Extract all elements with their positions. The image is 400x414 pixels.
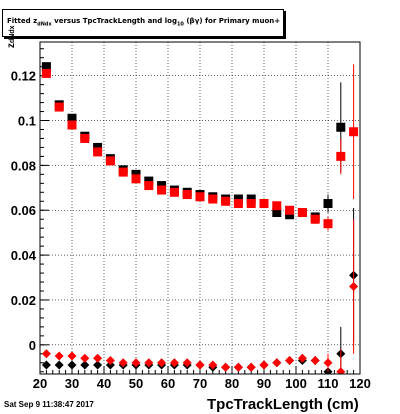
square-marker xyxy=(118,167,128,177)
square-marker xyxy=(80,133,90,143)
diamond-marker xyxy=(310,356,320,366)
square-marker xyxy=(259,199,269,209)
diamond-marker xyxy=(169,358,179,368)
diamond-marker xyxy=(80,360,90,370)
diamond-marker xyxy=(259,360,269,370)
title-z: z xyxy=(33,17,38,25)
diamond-marker xyxy=(131,358,141,368)
x-tick-label: 40 xyxy=(97,376,111,391)
diamond-marker xyxy=(233,362,243,372)
square-marker xyxy=(323,199,333,209)
square-marker xyxy=(144,181,154,191)
x-tick-label: 100 xyxy=(285,376,307,391)
diamond-marker xyxy=(182,358,192,368)
square-marker xyxy=(131,174,141,184)
square-marker xyxy=(195,192,205,202)
diamond-marker xyxy=(336,367,346,374)
diamond-marker xyxy=(41,349,51,359)
y-tick-label: 0 xyxy=(29,338,36,353)
square-marker xyxy=(233,199,243,209)
x-tick-label: 30 xyxy=(65,376,79,391)
x-tick-label: 110 xyxy=(318,376,339,391)
x-tick-label: 60 xyxy=(161,376,175,391)
square-marker xyxy=(93,147,103,157)
y-tick-label: 0.08 xyxy=(11,158,36,173)
timestamp: Sat Sep 9 11:38:47 2017 xyxy=(4,400,94,409)
marker-layer xyxy=(41,62,359,374)
square-marker xyxy=(54,102,64,112)
diamond-marker xyxy=(297,353,307,363)
diamond-marker xyxy=(285,356,295,366)
diamond-marker xyxy=(67,351,77,361)
title-mid: versus TpcTrackLength and log xyxy=(54,17,177,25)
square-marker xyxy=(246,199,256,209)
axis-layer: 20 30 40 50 60 70 80 90 100 110 120 0 0.02 0.04 0.06 0.… xyxy=(11,48,371,391)
diamond-marker xyxy=(105,356,115,366)
square-marker xyxy=(67,113,77,123)
diamond-marker xyxy=(272,358,282,368)
diamond-marker xyxy=(67,360,77,370)
x-tick-label: 80 xyxy=(225,376,239,391)
square-marker xyxy=(169,187,179,197)
diamond-marker xyxy=(208,360,218,370)
title-box: Fitted zdNdx versus TpcTrackLength and l… xyxy=(2,9,284,37)
square-marker xyxy=(272,207,282,217)
square-marker xyxy=(310,214,320,224)
y-tick-label: 0.1 xyxy=(18,114,36,129)
square-marker xyxy=(323,219,333,229)
square-marker xyxy=(221,196,231,206)
title-suffix: for Primary muon+ xyxy=(204,17,281,25)
title-z-sub: dNdx xyxy=(37,21,52,28)
diamond-marker xyxy=(349,282,359,292)
diamond-marker xyxy=(93,353,103,363)
diamond-marker xyxy=(157,358,167,368)
diamond-marker xyxy=(93,360,103,370)
square-marker xyxy=(336,122,346,132)
y-tick-label: 0.04 xyxy=(11,248,37,263)
chart-title: Fitted zdNdx versus TpcTrackLength and l… xyxy=(7,17,280,27)
series-3 xyxy=(41,219,359,374)
square-marker xyxy=(157,185,167,195)
square-marker xyxy=(208,194,218,204)
diamond-marker xyxy=(118,358,128,368)
diamond-marker xyxy=(54,360,64,370)
series-1 xyxy=(41,64,359,231)
x-tick-label: 50 xyxy=(129,376,143,391)
diamond-marker xyxy=(195,360,205,370)
diamond-marker xyxy=(246,362,256,372)
square-marker xyxy=(41,62,51,72)
diamond-marker xyxy=(221,362,231,372)
plot-frame xyxy=(39,41,361,375)
square-marker xyxy=(297,207,307,217)
y-axis-label: zdNdx xyxy=(6,26,17,49)
x-tick-label: 90 xyxy=(257,376,271,391)
x-axis-label: TpcTrackLength (cm) xyxy=(207,396,359,413)
x-tick-label: 70 xyxy=(193,376,207,391)
x-tick-label: 120 xyxy=(349,376,371,391)
diamond-marker xyxy=(80,353,90,363)
title-log-sub: 10 xyxy=(176,21,184,28)
diamond-marker xyxy=(54,351,64,361)
square-marker xyxy=(41,68,51,78)
grid-layer xyxy=(39,42,361,374)
title-prefix: Fitted xyxy=(7,17,31,25)
y-tick-label: 0.02 xyxy=(11,293,36,308)
diamond-marker xyxy=(41,360,51,370)
y-axis-label-sub: dNdx xyxy=(9,25,16,44)
y-tick-label: 0.06 xyxy=(11,203,36,218)
square-marker xyxy=(105,156,115,166)
y-tick-label: 0.12 xyxy=(11,69,36,84)
square-marker xyxy=(336,151,346,161)
square-marker xyxy=(67,120,77,130)
square-marker xyxy=(272,201,282,211)
square-marker xyxy=(349,127,359,137)
square-marker xyxy=(182,190,192,200)
y-axis-label-z: z xyxy=(6,43,17,48)
title-betagamma: (βγ) xyxy=(186,17,203,25)
diamond-marker xyxy=(323,358,333,368)
x-tick-label: 20 xyxy=(33,376,47,391)
square-marker xyxy=(285,205,295,215)
diamond-marker xyxy=(144,358,154,368)
